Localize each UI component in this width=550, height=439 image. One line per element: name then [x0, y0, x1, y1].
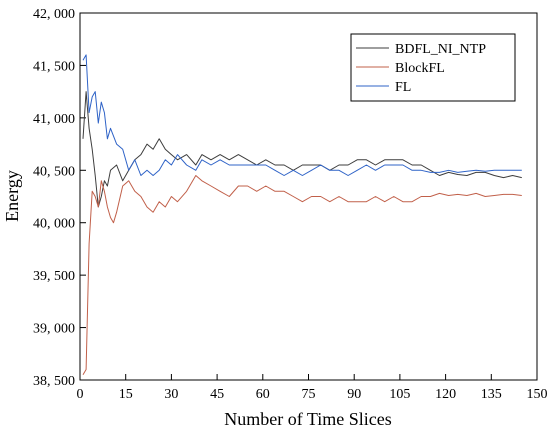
- y-tick-label: 40, 000: [33, 217, 75, 232]
- x-tick-label: 30: [164, 387, 178, 402]
- x-tick-label: 105: [389, 387, 410, 402]
- series-line-bdfl: [82, 91, 522, 208]
- x-tick-label: 45: [210, 387, 224, 402]
- x-axis-ticks: 0 15 30 45 60 75 90 105 120 135 150: [77, 374, 548, 402]
- x-tick-label: 135: [481, 387, 502, 402]
- x-tick-label: 120: [435, 387, 456, 402]
- y-axis-label: Energy: [2, 170, 22, 222]
- y-axis-ticks: 38, 500 39, 000 39, 500 40, 000 40, 500 41, 0…: [33, 7, 86, 389]
- legend-label-blockfl: BlockFL: [395, 61, 445, 76]
- legend: BDFL_NI_NTP BlockFL FL: [350, 33, 516, 102]
- x-tick-label: 0: [77, 387, 84, 402]
- legend-label-fl: FL: [395, 80, 411, 95]
- x-tick-label: 15: [119, 387, 133, 402]
- x-tick-label: 150: [527, 387, 548, 402]
- y-tick-label: 39, 000: [33, 322, 75, 337]
- y-tick-label: 40, 500: [33, 164, 75, 179]
- series-lines: [82, 54, 522, 376]
- x-tick-label: 75: [302, 387, 316, 402]
- y-tick-label: 42, 000: [33, 7, 75, 22]
- y-tick-label: 41, 500: [33, 59, 75, 74]
- series-line-fl: [82, 54, 522, 176]
- y-tick-label: 39, 500: [33, 269, 75, 284]
- y-tick-label: 41, 000: [33, 112, 75, 127]
- legend-label-bdfl: BDFL_NI_NTP: [395, 42, 486, 57]
- x-tick-label: 60: [256, 387, 270, 402]
- series-line-blockfl: [82, 175, 522, 376]
- x-axis-label: Number of Time Slices: [224, 409, 392, 429]
- y-tick-label: 38, 500: [33, 374, 75, 389]
- x-tick-label: 90: [347, 387, 361, 402]
